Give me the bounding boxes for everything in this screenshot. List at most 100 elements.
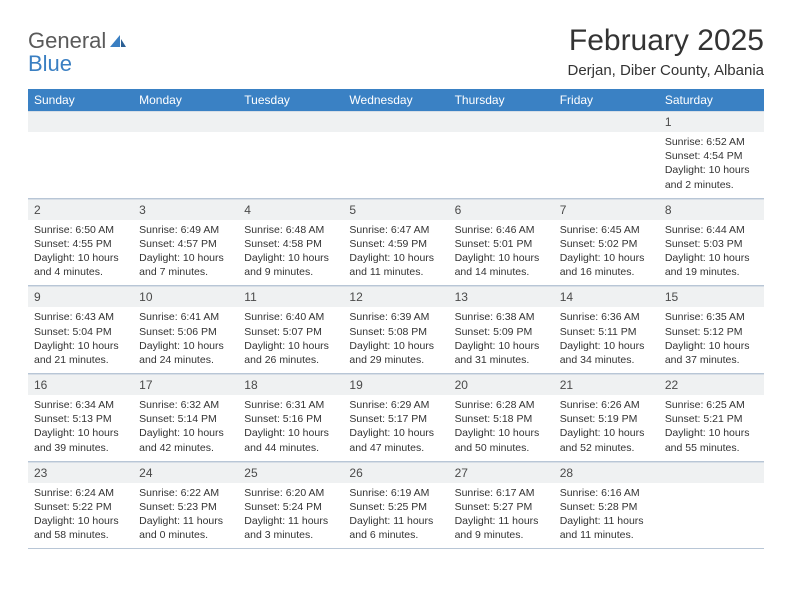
day-body: Sunrise: 6:38 AMSunset: 5:09 PMDaylight:… (449, 307, 554, 373)
dow-cell: Monday (133, 89, 238, 111)
daylight-text: Daylight: 10 hours and 26 minutes. (244, 339, 337, 367)
week-row: 1Sunrise: 6:52 AMSunset: 4:54 PMDaylight… (28, 111, 764, 199)
page: General Blue February 2025 Derjan, Diber… (0, 0, 792, 559)
title-block: February 2025 Derjan, Diber County, Alba… (568, 24, 765, 79)
day-cell (133, 111, 238, 198)
day-cell: 2Sunrise: 6:50 AMSunset: 4:55 PMDaylight… (28, 199, 133, 286)
sunset-text: Sunset: 5:19 PM (560, 412, 653, 426)
daylight-text: Daylight: 10 hours and 29 minutes. (349, 339, 442, 367)
sunset-text: Sunset: 5:27 PM (455, 500, 548, 514)
sunrise-text: Sunrise: 6:22 AM (139, 486, 232, 500)
day-number: 8 (659, 199, 764, 220)
daylight-text: Daylight: 11 hours and 6 minutes. (349, 514, 442, 542)
day-body (343, 132, 448, 182)
week-row: 9Sunrise: 6:43 AMSunset: 5:04 PMDaylight… (28, 286, 764, 374)
day-cell (449, 111, 554, 198)
sunrise-text: Sunrise: 6:20 AM (244, 486, 337, 500)
daylight-text: Daylight: 10 hours and 52 minutes. (560, 426, 653, 454)
daylight-text: Daylight: 10 hours and 34 minutes. (560, 339, 653, 367)
sunrise-text: Sunrise: 6:39 AM (349, 310, 442, 324)
daylight-text: Daylight: 10 hours and 21 minutes. (34, 339, 127, 367)
day-cell (238, 111, 343, 198)
sunset-text: Sunset: 4:57 PM (139, 237, 232, 251)
day-cell: 6Sunrise: 6:46 AMSunset: 5:01 PMDaylight… (449, 199, 554, 286)
day-number: 17 (133, 374, 238, 395)
day-body (449, 132, 554, 182)
daylight-text: Daylight: 10 hours and 2 minutes. (665, 163, 758, 191)
sunset-text: Sunset: 5:17 PM (349, 412, 442, 426)
daylight-text: Daylight: 10 hours and 42 minutes. (139, 426, 232, 454)
sunset-text: Sunset: 5:01 PM (455, 237, 548, 251)
sunset-text: Sunset: 4:58 PM (244, 237, 337, 251)
sunrise-text: Sunrise: 6:47 AM (349, 223, 442, 237)
sunrise-text: Sunrise: 6:50 AM (34, 223, 127, 237)
sunrise-text: Sunrise: 6:25 AM (665, 398, 758, 412)
day-body: Sunrise: 6:47 AMSunset: 4:59 PMDaylight:… (343, 220, 448, 286)
day-number: 21 (554, 374, 659, 395)
sail-icon (108, 31, 128, 53)
day-body: Sunrise: 6:44 AMSunset: 5:03 PMDaylight:… (659, 220, 764, 286)
daylight-text: Daylight: 10 hours and 50 minutes. (455, 426, 548, 454)
sunset-text: Sunset: 5:16 PM (244, 412, 337, 426)
day-number (659, 462, 764, 483)
day-number (343, 111, 448, 132)
dow-cell: Thursday (449, 89, 554, 111)
day-body: Sunrise: 6:31 AMSunset: 5:16 PMDaylight:… (238, 395, 343, 461)
day-cell (343, 111, 448, 198)
day-body: Sunrise: 6:19 AMSunset: 5:25 PMDaylight:… (343, 483, 448, 549)
daylight-text: Daylight: 11 hours and 9 minutes. (455, 514, 548, 542)
daylight-text: Daylight: 10 hours and 31 minutes. (455, 339, 548, 367)
day-cell: 18Sunrise: 6:31 AMSunset: 5:16 PMDayligh… (238, 374, 343, 461)
dow-cell: Tuesday (238, 89, 343, 111)
sunset-text: Sunset: 4:55 PM (34, 237, 127, 251)
day-body (659, 483, 764, 533)
day-cell: 24Sunrise: 6:22 AMSunset: 5:23 PMDayligh… (133, 462, 238, 549)
daylight-text: Daylight: 10 hours and 44 minutes. (244, 426, 337, 454)
sunset-text: Sunset: 5:08 PM (349, 325, 442, 339)
day-number: 16 (28, 374, 133, 395)
day-cell: 8Sunrise: 6:44 AMSunset: 5:03 PMDaylight… (659, 199, 764, 286)
sunrise-text: Sunrise: 6:24 AM (34, 486, 127, 500)
day-cell: 27Sunrise: 6:17 AMSunset: 5:27 PMDayligh… (449, 462, 554, 549)
daylight-text: Daylight: 10 hours and 37 minutes. (665, 339, 758, 367)
day-body: Sunrise: 6:46 AMSunset: 5:01 PMDaylight:… (449, 220, 554, 286)
day-body: Sunrise: 6:48 AMSunset: 4:58 PMDaylight:… (238, 220, 343, 286)
sunrise-text: Sunrise: 6:45 AM (560, 223, 653, 237)
day-body (28, 132, 133, 182)
day-body: Sunrise: 6:43 AMSunset: 5:04 PMDaylight:… (28, 307, 133, 373)
sunset-text: Sunset: 5:07 PM (244, 325, 337, 339)
day-number (449, 111, 554, 132)
day-body: Sunrise: 6:41 AMSunset: 5:06 PMDaylight:… (133, 307, 238, 373)
day-number (554, 111, 659, 132)
daylight-text: Daylight: 10 hours and 14 minutes. (455, 251, 548, 279)
day-number: 1 (659, 111, 764, 132)
sunset-text: Sunset: 5:06 PM (139, 325, 232, 339)
sunset-text: Sunset: 5:14 PM (139, 412, 232, 426)
daylight-text: Daylight: 11 hours and 0 minutes. (139, 514, 232, 542)
daylight-text: Daylight: 10 hours and 16 minutes. (560, 251, 653, 279)
sunrise-text: Sunrise: 6:36 AM (560, 310, 653, 324)
sunrise-text: Sunrise: 6:17 AM (455, 486, 548, 500)
day-cell: 26Sunrise: 6:19 AMSunset: 5:25 PMDayligh… (343, 462, 448, 549)
sunset-text: Sunset: 5:28 PM (560, 500, 653, 514)
sunset-text: Sunset: 5:23 PM (139, 500, 232, 514)
day-cell: 22Sunrise: 6:25 AMSunset: 5:21 PMDayligh… (659, 374, 764, 461)
page-title: February 2025 (568, 24, 765, 58)
day-cell: 12Sunrise: 6:39 AMSunset: 5:08 PMDayligh… (343, 286, 448, 373)
logo-text: General Blue (28, 28, 128, 76)
day-body: Sunrise: 6:20 AMSunset: 5:24 PMDaylight:… (238, 483, 343, 549)
sunrise-text: Sunrise: 6:32 AM (139, 398, 232, 412)
sunset-text: Sunset: 5:02 PM (560, 237, 653, 251)
daylight-text: Daylight: 10 hours and 9 minutes. (244, 251, 337, 279)
logo: General Blue (28, 24, 128, 76)
sunrise-text: Sunrise: 6:28 AM (455, 398, 548, 412)
day-cell: 1Sunrise: 6:52 AMSunset: 4:54 PMDaylight… (659, 111, 764, 198)
day-body: Sunrise: 6:17 AMSunset: 5:27 PMDaylight:… (449, 483, 554, 549)
day-number: 10 (133, 286, 238, 307)
sunrise-text: Sunrise: 6:44 AM (665, 223, 758, 237)
day-cell: 28Sunrise: 6:16 AMSunset: 5:28 PMDayligh… (554, 462, 659, 549)
day-body (133, 132, 238, 182)
location-label: Derjan, Diber County, Albania (568, 62, 765, 79)
sunset-text: Sunset: 5:22 PM (34, 500, 127, 514)
day-number: 25 (238, 462, 343, 483)
